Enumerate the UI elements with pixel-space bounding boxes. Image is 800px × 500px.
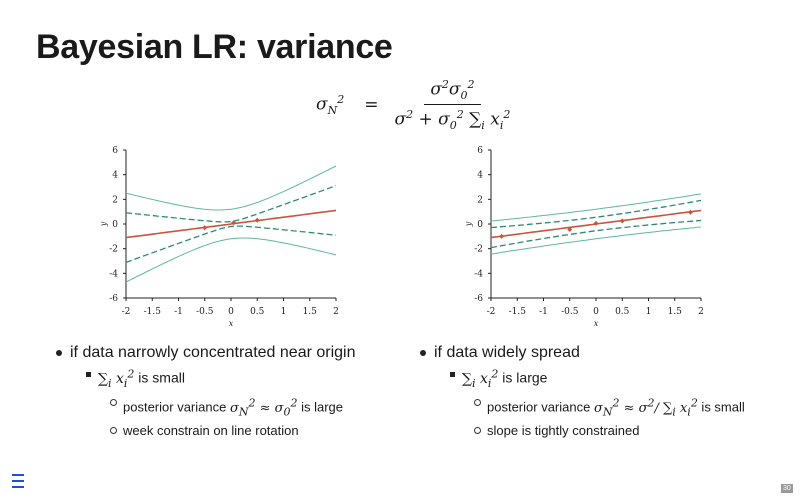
left-main-bullet: if data narrowly concentrated near origi…	[56, 343, 356, 440]
x-tick-label: -0.5	[561, 307, 579, 317]
slide-title: Bayesian LR: variance	[36, 28, 393, 66]
left-bullet-list: if data narrowly concentrated near origi…	[56, 343, 356, 440]
left-sub-bullet: ∑i xi2 is small posterior variance σN2 ≈…	[86, 364, 356, 440]
right-subsub-bullet-2: slope is tightly constrained	[474, 421, 745, 440]
right-sum-expression: ∑i xi2	[462, 367, 499, 390]
x-tick-label: 0.5	[250, 307, 265, 317]
left-subsub-bullet-1: posterior variance σN2 ≈ σ02 is large	[110, 393, 356, 421]
hamburger-menu-icon[interactable]	[12, 474, 24, 488]
left-regression-plot: -6 -4 -2 0 2 4 6 -2 -1.5 -1 -0.5 0 0.5 1 1.5 2 x y	[99, 146, 339, 328]
posterior-mean-line	[125, 209, 337, 239]
x-axis-label: x	[594, 319, 599, 328]
inner-band-upper	[125, 184, 337, 223]
data-point	[254, 217, 260, 223]
y-tick-label: -2	[474, 245, 483, 255]
x-tick-label: -1.5	[144, 307, 162, 317]
y-tick-label: 0	[477, 220, 483, 230]
x-tick-label: -1	[174, 307, 183, 317]
x-tick-label: 1	[281, 307, 287, 317]
x-tick-label: -2	[122, 307, 131, 317]
right-subsub-bullet-1: posterior variance σN2 ≈ σ2/ ∑i xi2 is s…	[474, 393, 745, 421]
formula-fraction: σ2σ02 σ2 + σ02 ∑i xi2	[388, 78, 516, 132]
outer-band-upper	[125, 165, 337, 211]
x-tick-label: 0.5	[615, 307, 630, 317]
y-tick-label: 6	[112, 146, 118, 156]
y-tick-label: -6	[474, 294, 483, 304]
inner-band-lower	[125, 225, 337, 264]
data-point	[231, 220, 237, 226]
left-subsub-bullet-2: week constrain on line rotation	[110, 421, 356, 440]
left-sum-expression: ∑i xi2	[98, 367, 135, 390]
y-tick-label: 6	[477, 146, 483, 156]
x-tick-label: 0	[593, 307, 599, 317]
x-tick-label: 2	[333, 307, 339, 317]
x-tick-label: 1.5	[668, 307, 683, 317]
y-tick-label: 2	[112, 195, 118, 205]
x-tick-label: 2	[698, 307, 704, 317]
right-main-bullet: if data widely spread ∑i xi2 is large po…	[420, 343, 745, 440]
y-tick-label: -2	[109, 245, 118, 255]
outer-band-upper	[490, 193, 702, 222]
data-point	[593, 220, 599, 226]
right-bullet-list: if data widely spread ∑i xi2 is large po…	[420, 343, 745, 440]
x-axis-label: x	[229, 319, 234, 328]
formula-numerator: σ2σ02	[424, 78, 481, 106]
right-regression-plot: -6 -4 -2 0 2 4 6 -2 -1.5 -1 -0.5 0 0.5 1 1.5 2 x y	[464, 146, 704, 328]
y-tick-label: -4	[109, 269, 118, 279]
right-main-bullet-text: if data widely spread	[434, 344, 580, 361]
y-tick-label: -6	[109, 294, 118, 304]
inner-band-lower	[490, 219, 702, 249]
y-axis-label: y	[464, 221, 473, 227]
inner-band-upper	[490, 199, 702, 229]
formula-equals: =	[364, 95, 379, 116]
outer-band-lower	[125, 237, 337, 283]
page-number: 30	[781, 484, 793, 493]
y-tick-label: 2	[477, 195, 483, 205]
x-tick-label: -1	[539, 307, 548, 317]
data-point	[688, 209, 693, 215]
y-axis-label: y	[99, 221, 108, 227]
right-sub-bullet: ∑i xi2 is large posterior variance σN2 ≈…	[450, 364, 745, 440]
y-tick-label: 0	[112, 220, 118, 230]
data-point	[619, 218, 625, 224]
y-tick-label: 4	[112, 171, 118, 181]
x-tick-label: 1.5	[303, 307, 318, 317]
variance-formula: σN2 = σ2σ02 σ2 + σ02 ∑i xi2	[316, 78, 516, 132]
left-main-bullet-text: if data narrowly concentrated near origi…	[70, 344, 356, 361]
formula-denominator: σ2 + σ02 ∑i xi2	[394, 108, 511, 133]
formula-lhs: σN2	[316, 93, 345, 118]
x-tick-label: -0.5	[196, 307, 214, 317]
x-tick-label: -2	[487, 307, 496, 317]
x-tick-label: 0	[228, 307, 234, 317]
y-tick-label: 4	[477, 171, 483, 181]
data-point	[567, 227, 573, 233]
outer-band-lower	[490, 226, 702, 255]
x-tick-label: -1.5	[509, 307, 527, 317]
y-tick-label: -4	[474, 269, 483, 279]
data-point	[499, 233, 504, 239]
x-tick-label: 1	[646, 307, 652, 317]
data-point	[202, 225, 208, 231]
